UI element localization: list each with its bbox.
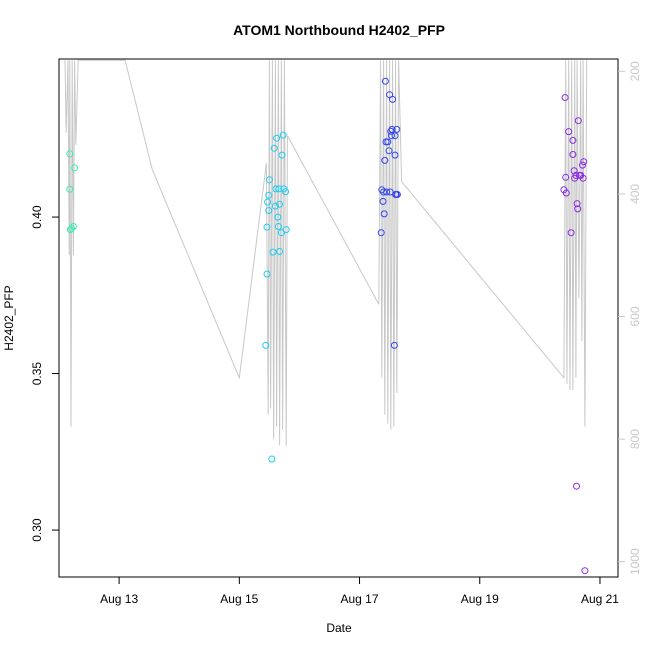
data-point-series-1 — [68, 224, 76, 232]
data-point-series-3 — [393, 191, 401, 198]
data-point-series-3 — [384, 138, 392, 146]
data-point-series-4 — [569, 136, 577, 144]
data-point-series-4 — [572, 171, 580, 179]
data-point-series-4 — [579, 174, 587, 182]
data-point-series-2 — [269, 248, 277, 256]
data-point-series-2 — [273, 134, 281, 142]
data-point-series-3 — [388, 125, 396, 133]
y-tick-label: 0.30 — [30, 518, 44, 542]
axes-layer: Aug 13 Aug 15 Aug 17 Aug 19 Aug 21 0.30 0.35 0.… — [30, 58, 642, 606]
data-point-series-1 — [69, 223, 77, 230]
data-point-series-2 — [264, 198, 272, 206]
data-point-series-2 — [262, 341, 270, 349]
data-point-series-4 — [562, 173, 570, 181]
data-point-series-2 — [272, 185, 280, 193]
data-point-series-4 — [565, 128, 573, 136]
data-point-series-3 — [380, 210, 388, 218]
x-axis-label: Date — [326, 621, 352, 635]
y-tick-label: 0.35 — [30, 362, 44, 386]
right-y-tick-label: 800 — [628, 429, 642, 449]
data-point-series-4 — [574, 117, 582, 125]
data-point-series-2 — [282, 226, 290, 234]
data-point-series-3 — [391, 151, 399, 159]
data-point-series-2 — [271, 202, 279, 210]
data-point-series-2 — [263, 223, 271, 231]
data-point-series-4 — [579, 161, 586, 169]
data-point-series-4 — [569, 151, 577, 158]
data-point-series-2 — [275, 185, 283, 193]
data-point-series-3 — [391, 132, 399, 140]
data-point-series-1 — [71, 164, 79, 172]
right-y-tick-label: 200 — [628, 61, 642, 81]
data-point-series-4 — [573, 200, 581, 208]
data-point-series-3 — [381, 77, 389, 85]
data-point-series-4 — [581, 567, 589, 575]
data-point-series-3 — [385, 147, 393, 155]
data-point-series-4 — [561, 94, 569, 101]
data-point-series-3 — [387, 127, 395, 135]
data-point-series-3 — [393, 125, 401, 133]
plot-frame — [58, 58, 619, 578]
data-point-series-2 — [265, 176, 273, 184]
background-line-layer — [64, 59, 588, 447]
data-point-series-3 — [377, 229, 385, 237]
data-point-series-4 — [573, 482, 580, 490]
data-point-series-2 — [276, 200, 284, 208]
x-tick-label: Aug 21 — [581, 592, 619, 606]
data-point-series-3 — [383, 188, 391, 196]
data-point-series-2 — [274, 223, 282, 230]
data-point-series-2 — [265, 191, 273, 199]
data-point-series-4 — [580, 158, 588, 166]
y-axis-label: H2402_PFP — [2, 285, 16, 350]
data-point-series-2 — [268, 455, 276, 463]
x-tick-label: Aug 13 — [100, 592, 138, 606]
data-point-series-2 — [282, 188, 290, 196]
data-point-series-2 — [276, 248, 284, 255]
data-point-series-2 — [263, 270, 271, 278]
data-point-series-4 — [567, 229, 575, 237]
data-point-series-4 — [574, 205, 582, 213]
y-tick-label: 0.40 — [30, 205, 44, 229]
data-point-series-2 — [270, 144, 278, 152]
data-point-series-3 — [379, 197, 387, 205]
x-tick-label: Aug 19 — [461, 592, 499, 606]
right-y-tick-label: 600 — [628, 306, 642, 326]
data-point-series-4 — [570, 167, 578, 175]
data-point-series-3 — [390, 341, 398, 349]
data-point-series-4 — [562, 189, 570, 197]
chart-title: ATOM1 Northbound H2402_PFP — [233, 22, 445, 38]
data-point-series-1 — [66, 185, 74, 193]
data-point-series-2 — [265, 207, 273, 214]
data-point-series-2 — [278, 151, 286, 159]
x-tick-label: Aug 15 — [220, 592, 258, 606]
right-y-tick-label: 1000 — [628, 548, 642, 575]
data-point-series-1 — [66, 150, 74, 158]
data-point-series-2 — [277, 229, 285, 237]
data-point-series-3 — [381, 156, 389, 164]
data-point-series-3 — [389, 95, 397, 103]
data-point-series-2 — [279, 131, 287, 139]
data-point-series-2 — [274, 213, 282, 221]
data-point-series-3 — [380, 188, 388, 196]
background-series-line — [64, 59, 588, 447]
x-tick-label: Aug 17 — [341, 592, 379, 606]
scatter-points-layer — [66, 77, 589, 575]
right-y-tick-label: 400 — [628, 184, 642, 204]
